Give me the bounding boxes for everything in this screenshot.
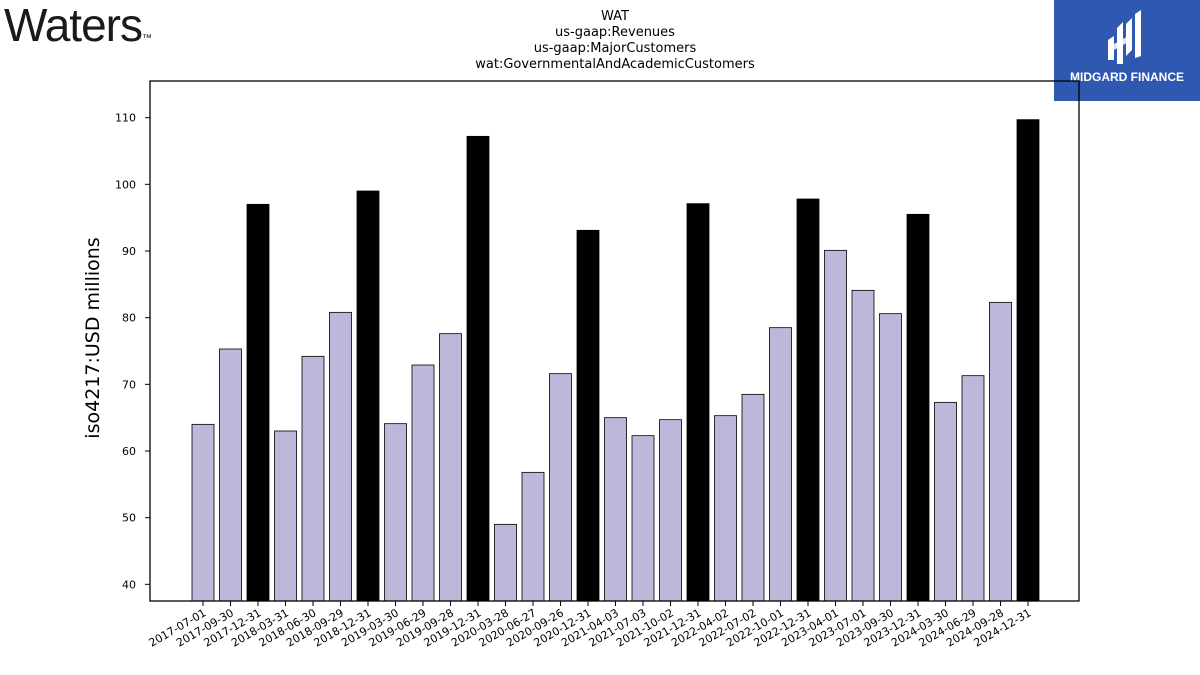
bar-2023-09-30: [879, 313, 902, 602]
title-line-3: us-gaap:MajorCustomers: [534, 41, 697, 56]
bar-2018-09-29: [329, 311, 352, 602]
bar-2024-12-31: [1016, 119, 1040, 602]
y-axis-ticks: 40 50 60 70 80 90 100 110: [115, 112, 150, 591]
y-axis-label: iso4217:USD millions: [82, 237, 104, 438]
bar-2018-06-30: [301, 355, 325, 602]
bar-2024-06-29: [961, 375, 985, 602]
bar-2020-12-31: [576, 229, 600, 602]
title-line-4: wat:GovernmentalAndAcademicCustomers: [475, 57, 755, 72]
y-tick-label: 70: [122, 378, 136, 391]
bar-2019-12-31: [466, 135, 490, 602]
bar-2020-06-27: [521, 471, 545, 602]
title-line-2: us-gaap:Revenues: [555, 25, 675, 40]
bar-2022-07-02: [741, 393, 765, 602]
plot-frame: [149, 80, 1080, 602]
bar-2018-12-31: [356, 190, 380, 602]
bar-2018-03-31: [274, 430, 297, 602]
x-axis-ticks: 2017-07-012017-09-302017-12-312018-03-31…: [147, 601, 1034, 650]
bar-2023-07-01: [851, 289, 875, 602]
y-tick-label: 60: [122, 445, 136, 458]
bar-2022-10-01: [769, 327, 792, 602]
midgard-emblem-icon: [1108, 10, 1141, 64]
bar-2019-06-29: [411, 364, 435, 602]
waters-logo-text: Waters: [4, 0, 143, 51]
y-tick-label: 110: [115, 112, 136, 125]
y-tick-label: 80: [122, 312, 136, 325]
bar-2019-09-28: [439, 333, 462, 602]
bar-2024-03-30: [934, 401, 957, 602]
bar-2021-07-03: [631, 435, 655, 602]
y-tick-label: 50: [122, 512, 136, 525]
waters-logo: Waters™: [4, 0, 152, 50]
trademark-symbol: ™: [141, 33, 152, 44]
midgard-finance-text: MIDGARD FINANCE: [1070, 70, 1184, 84]
bar-2019-03-30: [384, 423, 407, 602]
midgard-finance-logo: MIDGARD FINANCE: [1054, 0, 1200, 101]
bar-2023-04-01: [824, 249, 847, 602]
bars-group: [191, 119, 1040, 602]
bar-2022-12-31: [796, 198, 820, 602]
bar-2024-09-28: [989, 301, 1012, 602]
y-tick-label: 90: [122, 245, 136, 258]
bar-2017-07-01: [191, 423, 215, 602]
bar-2021-10-02: [659, 419, 682, 602]
bar-2017-12-31: [246, 203, 270, 602]
y-tick-label: 100: [115, 178, 136, 191]
bar-2023-12-31: [906, 213, 930, 602]
bar-2017-09-30: [219, 348, 242, 602]
chart-title: WAT us-gaap:Revenues us-gaap:MajorCustom…: [475, 9, 755, 72]
bar-2020-09-26: [549, 373, 572, 602]
y-tick-label: 40: [122, 578, 136, 591]
title-line-1: WAT: [601, 9, 629, 24]
bar-2021-04-03: [604, 417, 627, 602]
bar-2022-04-02: [714, 415, 737, 602]
bar-2021-12-31: [686, 203, 710, 602]
bar-2020-03-28: [494, 523, 517, 602]
